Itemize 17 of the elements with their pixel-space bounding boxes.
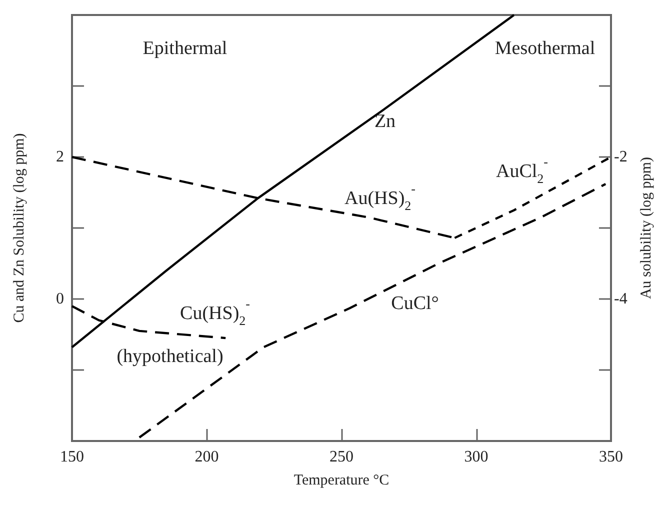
annotation: (hypothetical): [116, 346, 224, 367]
y-tick-label: 2: [56, 148, 64, 166]
annotation: Epithermal: [142, 38, 228, 59]
y-tick-label: 0: [56, 290, 64, 308]
series-label: CuCl°: [391, 293, 439, 314]
x-tick-label: 200: [194, 448, 219, 466]
series-label: Zn: [374, 111, 396, 132]
x-tick-label: 250: [330, 448, 354, 466]
y2-axis-title: Au solubility (log ppm): [638, 156, 654, 300]
x-tick-label: 150: [60, 448, 84, 466]
x-tick-label: 350: [599, 448, 623, 466]
y-axis-title: Cu and Zn Solubility (log ppm): [12, 133, 28, 323]
x-axis-title: Temperature °C: [294, 472, 390, 488]
y2-tick-label: -4: [614, 290, 628, 308]
y2-tick-label: -2: [614, 148, 628, 166]
x-tick-label: 300: [464, 448, 488, 466]
annotation: Mesothermal: [494, 38, 596, 59]
